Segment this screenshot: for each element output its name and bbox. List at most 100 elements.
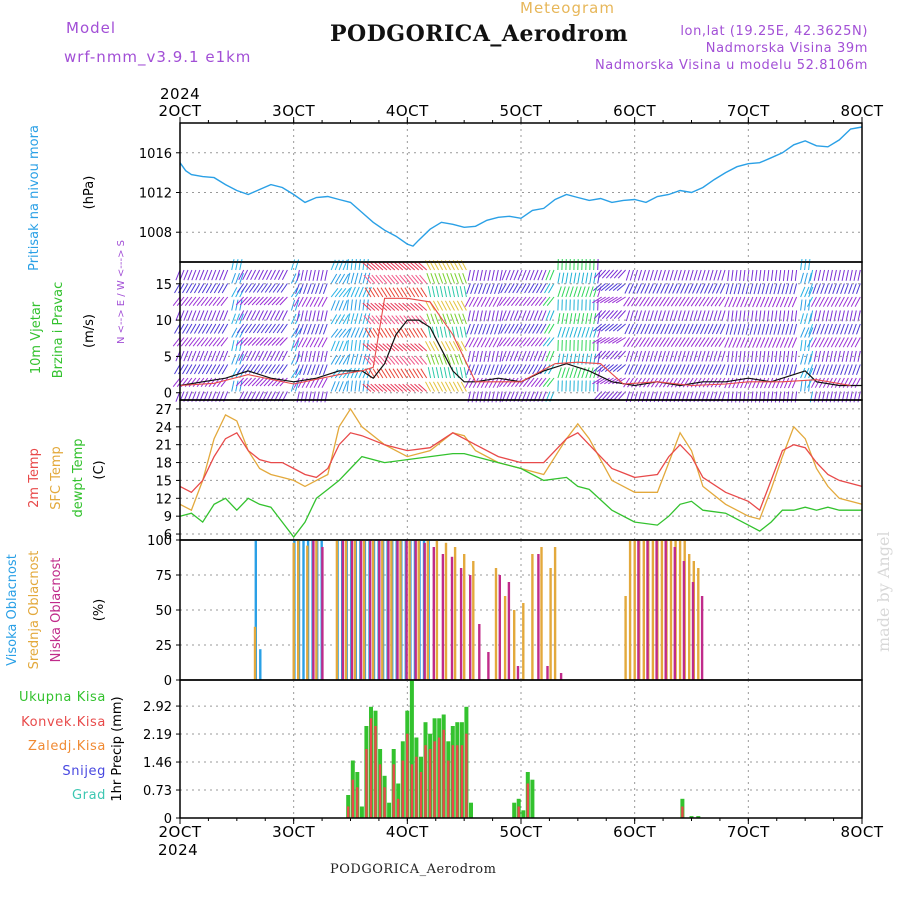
wind-barb xyxy=(604,296,614,304)
wind-barb xyxy=(366,343,376,352)
wind-barb xyxy=(456,341,463,352)
wind-barb xyxy=(749,283,754,295)
wind-barb xyxy=(769,323,774,335)
wind-barb xyxy=(652,364,658,375)
wind-barb xyxy=(321,337,328,348)
wind-barb xyxy=(366,340,369,352)
wind-barb xyxy=(330,381,336,392)
wind-barb xyxy=(471,310,475,322)
cloud-bar-low xyxy=(450,556,454,680)
wind-barb xyxy=(673,310,678,322)
wind-barb xyxy=(849,310,853,322)
wind-barb xyxy=(507,377,515,388)
wind-barb xyxy=(705,269,710,281)
wind-barb xyxy=(402,343,412,352)
legend-convective-precip: Konvek.Kisa xyxy=(21,714,106,730)
wind-barb xyxy=(251,337,260,346)
wind-barb xyxy=(434,354,440,365)
wind-barb xyxy=(625,269,631,281)
wind-barb xyxy=(600,296,610,304)
wind-barb xyxy=(455,326,459,338)
wind-barb xyxy=(753,364,758,376)
wind-barb xyxy=(398,262,408,271)
wind-barb xyxy=(507,337,515,347)
wind-barb xyxy=(195,269,201,281)
wind-barb xyxy=(565,286,570,298)
cloud-bar-low xyxy=(369,540,372,680)
wind-barb xyxy=(604,337,614,344)
wind-barb xyxy=(491,310,495,322)
wind-barb xyxy=(822,296,829,307)
wind-barb xyxy=(408,287,416,298)
y-tick-label: 1008 xyxy=(139,226,172,241)
wind-barb xyxy=(694,296,702,307)
wind-barb xyxy=(350,286,356,298)
cloud-bar-mid xyxy=(381,540,384,680)
cloud-bar-low xyxy=(321,547,324,680)
wind-barb xyxy=(390,383,400,392)
wind-barb xyxy=(793,283,798,295)
wind-barb xyxy=(812,323,817,335)
wind-barb xyxy=(826,377,833,388)
wind-barb xyxy=(813,310,817,322)
wind-barb xyxy=(601,269,611,279)
wind-barb xyxy=(573,367,578,379)
meteogram-subtitle: Meteogram xyxy=(520,0,615,17)
wind-barb xyxy=(592,364,603,372)
side-label-pressure: Pritisak na nivou mora xyxy=(27,125,42,271)
wind-barb xyxy=(544,283,551,294)
wind-barb xyxy=(464,337,471,348)
wind-barb xyxy=(739,350,742,362)
wind-barb xyxy=(192,337,201,347)
wind-barb xyxy=(681,350,686,362)
wind-barb xyxy=(452,341,459,352)
wind-barb xyxy=(242,350,249,362)
wind-barb xyxy=(271,296,280,306)
wind-barb xyxy=(330,300,336,311)
wind-barb xyxy=(808,313,812,325)
wind-barb xyxy=(828,364,833,375)
wind-barb xyxy=(183,350,189,362)
wind-barb xyxy=(262,350,268,362)
wind-barb xyxy=(540,283,547,294)
wind-barb xyxy=(259,296,268,306)
wind-barb xyxy=(561,313,565,325)
wind-barb xyxy=(816,364,821,375)
wind-barb xyxy=(770,269,774,281)
precip-bar-convective xyxy=(356,787,359,818)
wind-barb xyxy=(475,350,479,362)
wind-barb xyxy=(661,310,666,322)
cloud-bar-mid xyxy=(390,540,393,680)
wind-barb xyxy=(459,367,463,379)
wind-barb xyxy=(592,283,603,291)
wind-barb xyxy=(577,367,582,379)
wind-barb xyxy=(251,377,260,387)
wind-barb xyxy=(432,341,440,352)
wind-barb xyxy=(280,283,288,293)
wind-barb xyxy=(536,364,543,375)
wind-barb xyxy=(483,269,487,281)
wind-barb xyxy=(824,364,829,375)
wind-barb xyxy=(615,296,626,304)
wind-barb xyxy=(654,377,662,388)
wind-barb xyxy=(666,337,674,347)
wind-barb xyxy=(290,313,297,325)
wind-barb xyxy=(296,310,300,322)
wind-barb xyxy=(846,296,853,307)
cloud-bar-mid xyxy=(297,540,300,680)
wind-barb xyxy=(420,368,428,379)
wind-barb xyxy=(324,350,328,362)
wind-barb xyxy=(774,350,778,362)
wind-barb xyxy=(711,323,718,335)
wind-barb xyxy=(653,310,658,322)
wind-barb xyxy=(515,377,523,388)
wind-barb xyxy=(501,310,507,321)
wind-barb xyxy=(258,269,264,281)
wind-barb xyxy=(235,340,239,352)
cloud-bar-mid xyxy=(335,540,339,680)
wind-barb xyxy=(794,310,798,322)
wind-barb xyxy=(532,364,539,375)
wind-barb xyxy=(814,377,821,388)
wind-barb xyxy=(407,355,416,365)
wind-barb xyxy=(704,323,710,335)
